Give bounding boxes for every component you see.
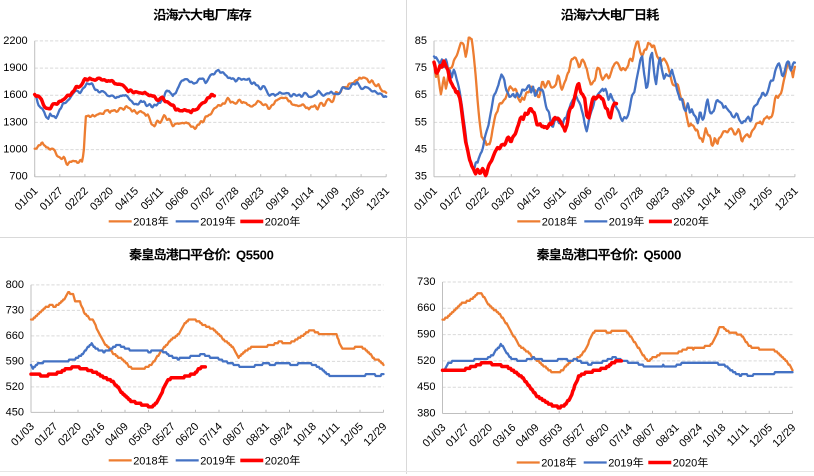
svg-text:2019: 2019: [608, 457, 632, 469]
svg-text:520: 520: [417, 355, 435, 367]
svg-text:730: 730: [417, 276, 435, 288]
svg-text:2018: 2018: [542, 216, 566, 228]
svg-text:45: 45: [415, 144, 427, 156]
svg-text:730: 730: [6, 304, 24, 316]
svg-text:65: 65: [415, 89, 427, 101]
svg-text:75: 75: [415, 62, 427, 74]
svg-text:660: 660: [6, 330, 24, 342]
svg-text:2018: 2018: [541, 457, 565, 469]
svg-text:Q5000: Q5000: [644, 247, 682, 262]
svg-text:35: 35: [415, 171, 427, 183]
svg-text:590: 590: [6, 355, 24, 367]
svg-text:2019: 2019: [609, 216, 633, 228]
svg-text:Q5500: Q5500: [236, 247, 274, 262]
svg-text:700: 700: [9, 171, 27, 183]
svg-text:1300: 1300: [3, 116, 27, 128]
svg-text:450: 450: [417, 381, 435, 393]
svg-text:590: 590: [417, 329, 435, 341]
svg-text:2018: 2018: [133, 216, 157, 228]
svg-text:800: 800: [6, 279, 24, 291]
svg-text:2020: 2020: [265, 216, 289, 228]
svg-text:85: 85: [415, 35, 427, 47]
svg-text:2019: 2019: [200, 455, 224, 467]
svg-text:660: 660: [417, 302, 435, 314]
svg-text:2020: 2020: [673, 457, 697, 469]
svg-text:2020: 2020: [673, 216, 697, 228]
svg-text:450: 450: [6, 406, 24, 418]
svg-text:1000: 1000: [3, 144, 27, 156]
svg-text:2200: 2200: [3, 35, 27, 47]
svg-text:2020: 2020: [265, 455, 289, 467]
svg-text:1600: 1600: [3, 89, 27, 101]
svg-text:2018: 2018: [133, 455, 157, 467]
svg-text:520: 520: [6, 381, 24, 393]
svg-text:1900: 1900: [3, 62, 27, 74]
svg-text:55: 55: [415, 116, 427, 128]
svg-text:380: 380: [417, 407, 435, 419]
svg-text:2019: 2019: [200, 216, 224, 228]
